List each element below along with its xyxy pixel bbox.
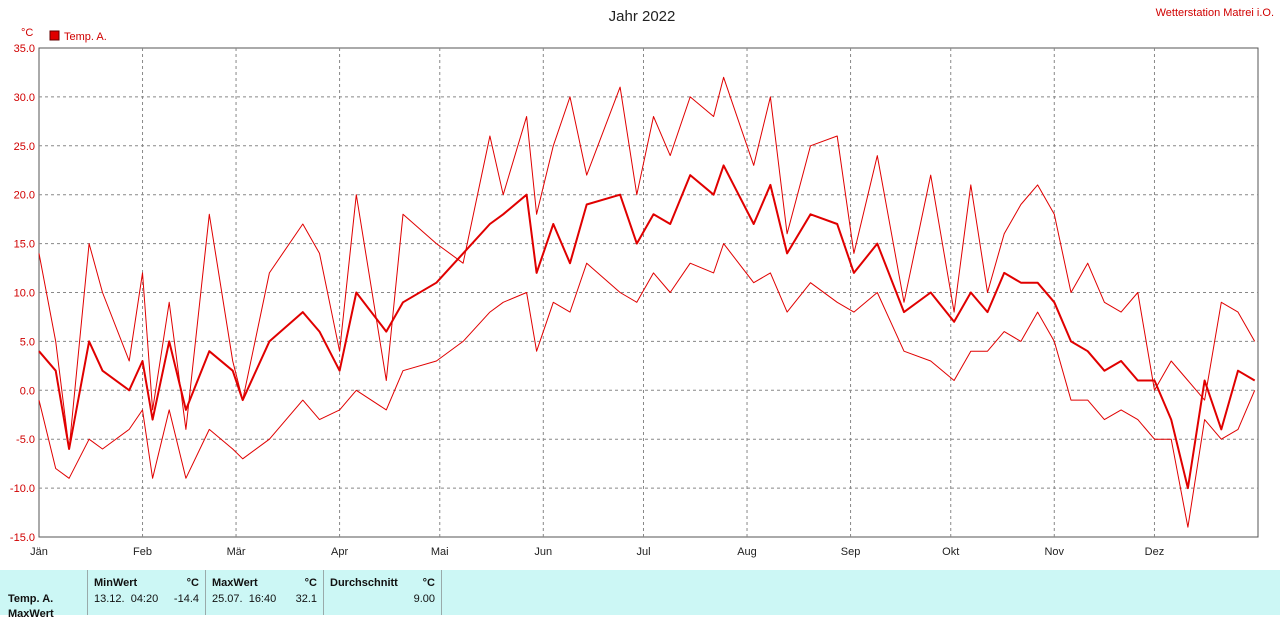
y-tick-label: 5.0 <box>20 336 35 348</box>
station-label: Wetterstation Matrei i.O. <box>1156 7 1274 19</box>
stats-min-cell: MinWert °C 13.12. 04:20 -14.4 <box>88 570 206 615</box>
series-line-daily-mean <box>38 164 1256 490</box>
y-tick-label: -10.0 <box>10 483 35 495</box>
max-header: MaxWert <box>212 577 258 589</box>
y-tick-label: 35.0 <box>14 43 35 55</box>
x-axis: Jän Feb Mär Apr Mai Jun Jul Aug Sep Okt Nov Dez <box>30 546 1164 558</box>
min-header: MinWert <box>94 577 138 589</box>
x-tick-label: Jul <box>636 546 650 558</box>
x-tick-label: Mär <box>227 546 246 558</box>
x-tick-label: Dez <box>1145 546 1165 558</box>
legend-swatch <box>49 30 60 41</box>
y-tick-label: 0.0 <box>20 385 35 397</box>
y-unit-label: °C <box>21 27 33 39</box>
series-line-daily-min <box>38 243 1256 528</box>
min-time: 13.12. 04:20 <box>94 593 159 605</box>
avg-value: 9.00 <box>413 593 435 605</box>
min-value: -14.4 <box>173 593 199 605</box>
y-tick-label: 30.0 <box>14 92 35 104</box>
series-line-daily-max <box>38 76 1256 450</box>
temperature-chart: Jahr 2022 Wetterstation Matrei i.O. °C T… <box>10 7 1274 558</box>
stats-row-label-2: MaxWert <box>8 608 54 620</box>
series <box>38 76 1256 528</box>
x-tick-label: Aug <box>737 546 757 558</box>
avg-header: Durchschnitt <box>330 577 398 589</box>
chart-title: Jahr 2022 <box>609 8 676 25</box>
y-tick-label: 25.0 <box>14 141 35 153</box>
stats-row-label: Temp. A. <box>8 593 54 605</box>
x-tick-label: Jun <box>534 546 552 558</box>
max-unit: °C <box>304 577 317 589</box>
y-tick-label: 15.0 <box>14 239 35 251</box>
stats-panel: Temp. A. MaxWert MinWert °C 13.12. 04:20… <box>0 570 1280 620</box>
y-tick-label: 10.0 <box>14 288 35 300</box>
max-value: 32.1 <box>295 593 317 605</box>
stats-label-cell: Temp. A. MaxWert <box>0 570 88 620</box>
x-tick-label: Feb <box>133 546 152 558</box>
avg-unit: °C <box>422 577 435 589</box>
y-tick-label: -15.0 <box>10 532 35 544</box>
stats-max-cell: MaxWert °C 25.07. 16:40 32.1 <box>206 570 324 615</box>
min-unit: °C <box>186 577 199 589</box>
x-tick-label: Okt <box>942 546 959 558</box>
y-tick-label: -5.0 <box>16 434 35 446</box>
legend-label: Temp. A. <box>64 31 107 43</box>
grid <box>39 48 1258 537</box>
y-tick-label: 20.0 <box>14 190 35 202</box>
max-time: 25.07. 16:40 <box>212 593 277 605</box>
x-tick-label: Sep <box>841 546 861 558</box>
x-tick-label: Jän <box>30 546 48 558</box>
x-tick-label: Nov <box>1044 546 1064 558</box>
stats-avg-cell: Durchschnitt °C 9.00 <box>324 570 442 615</box>
x-tick-label: Mai <box>431 546 449 558</box>
y-axis: 35.0 30.0 25.0 20.0 15.0 10.0 5.0 0.0 -5.0 -10.0 -… <box>10 43 35 544</box>
x-tick-label: Apr <box>331 546 348 558</box>
